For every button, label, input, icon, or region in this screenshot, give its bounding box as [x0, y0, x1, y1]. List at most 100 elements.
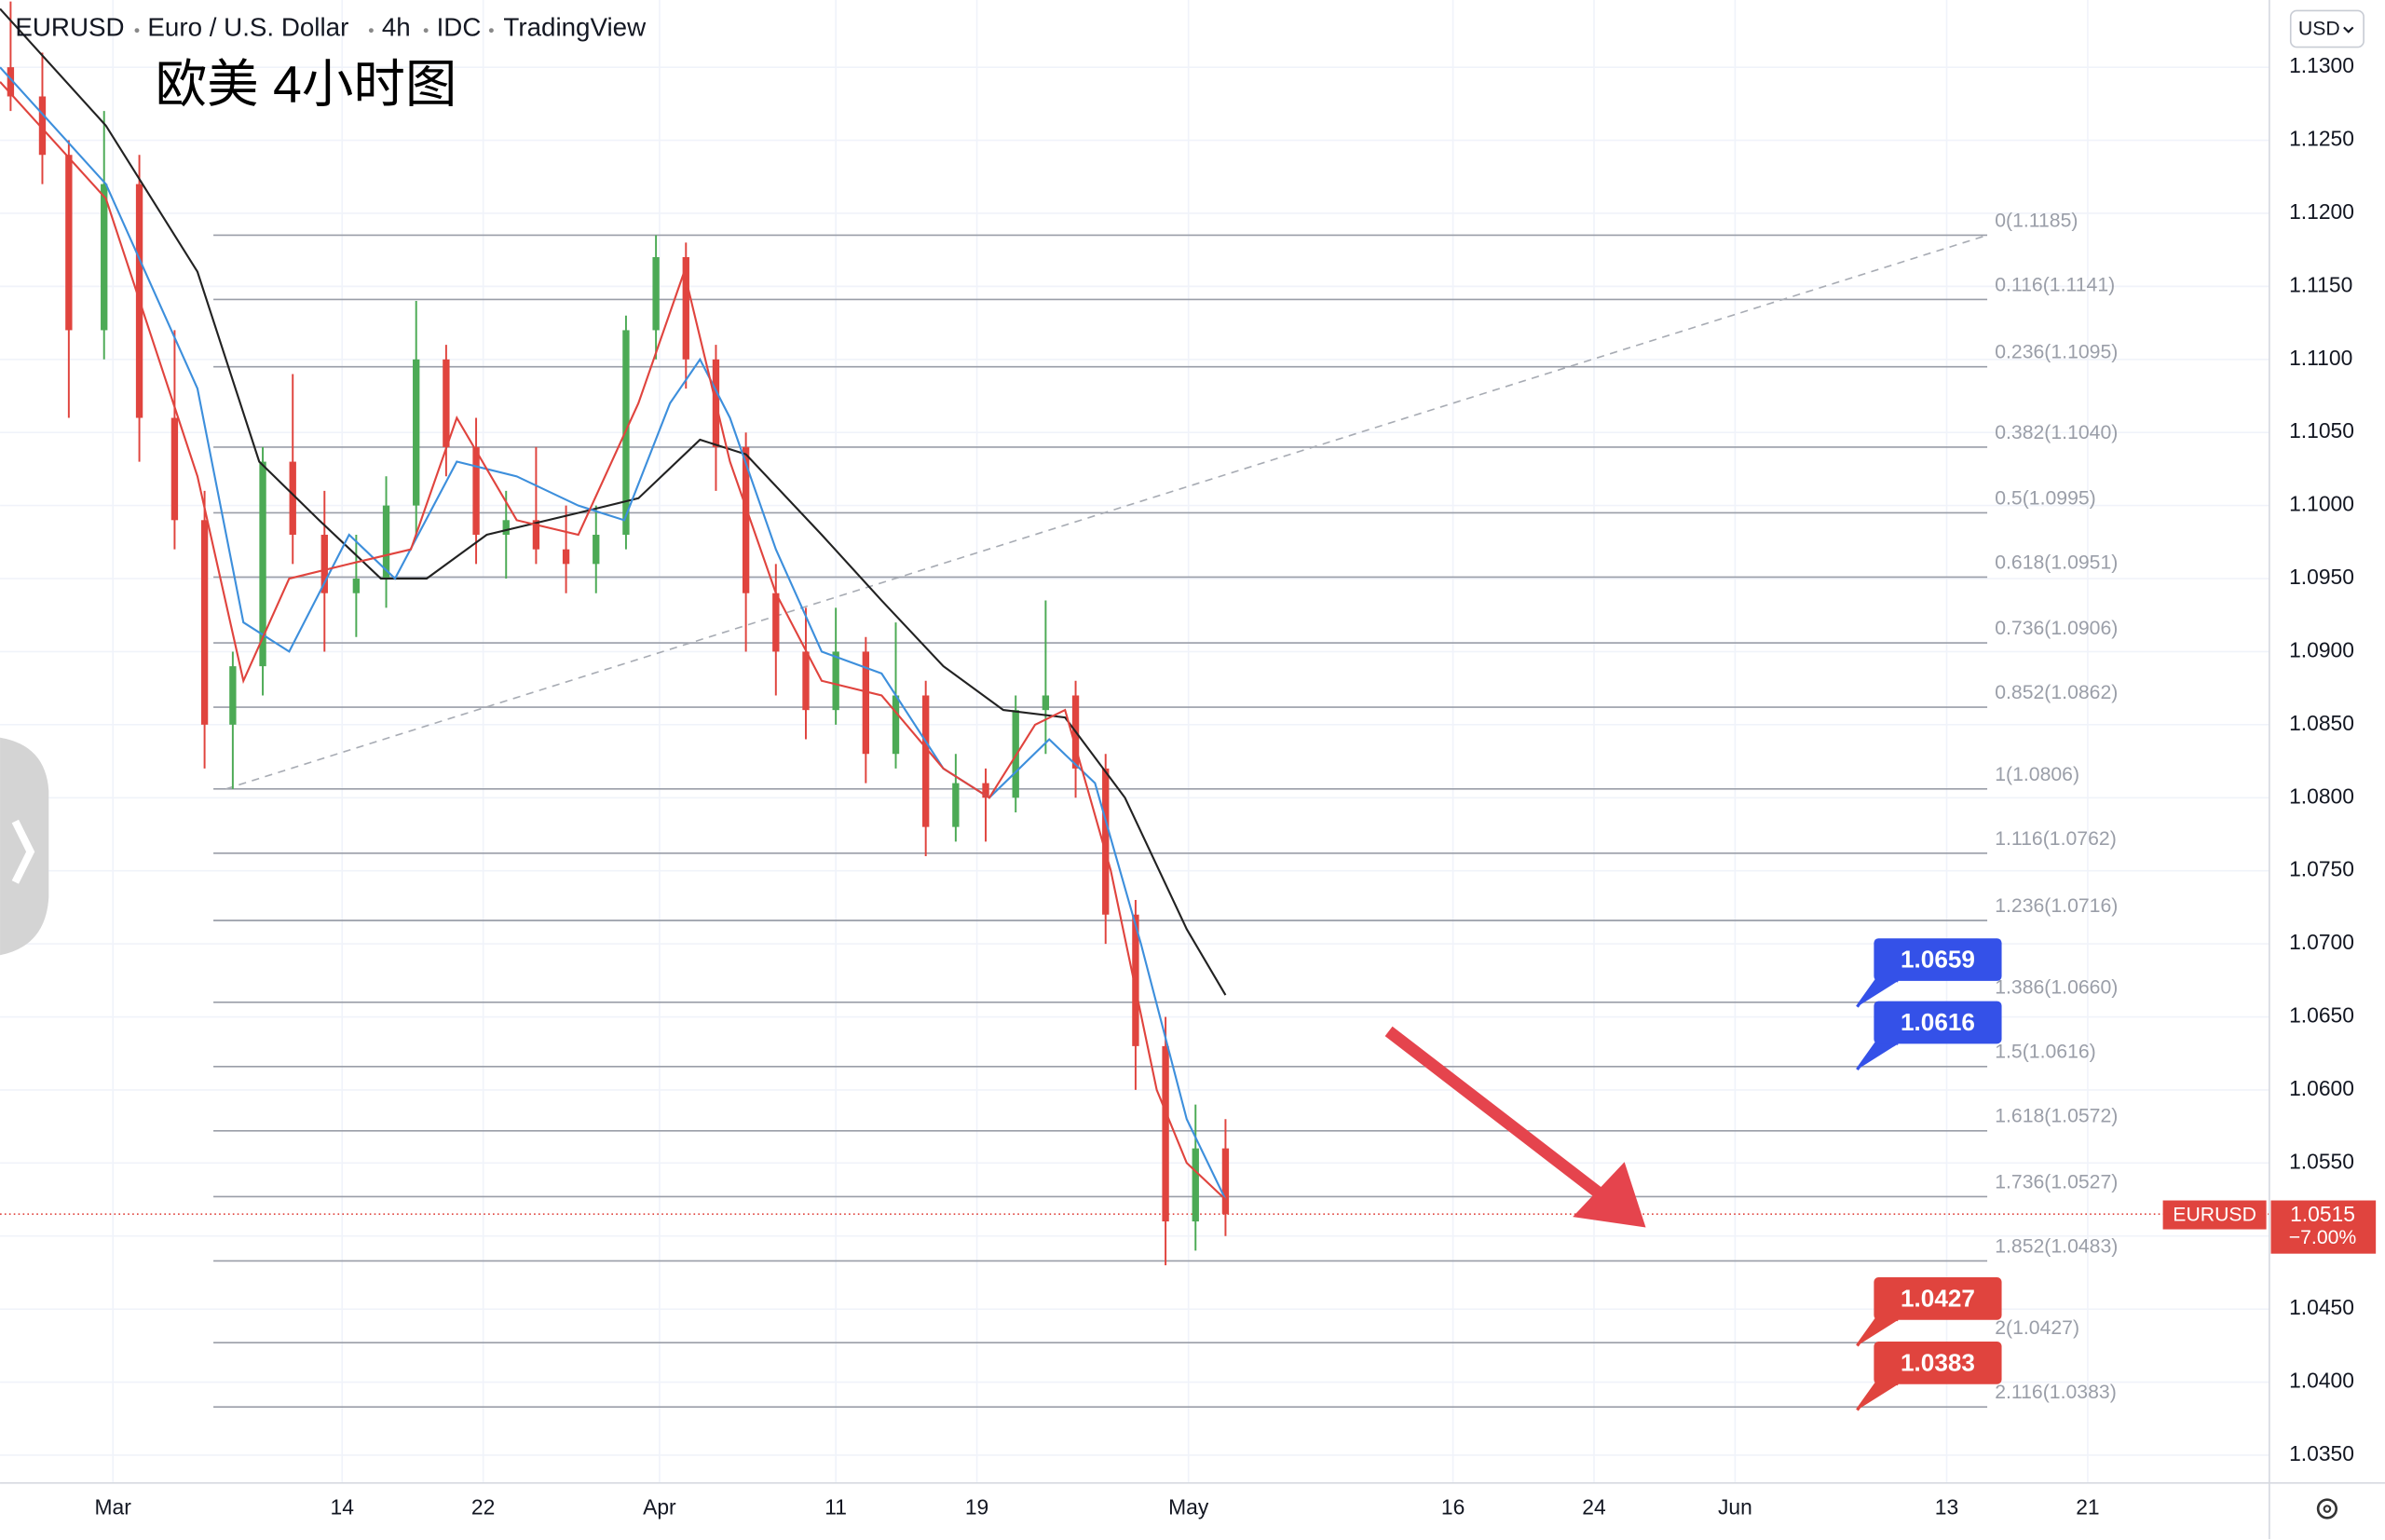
trendline [225, 234, 1988, 790]
fib-label: 0.116(1.1141) [1995, 274, 2115, 295]
y-tick-label: 1.1150 [2289, 272, 2352, 296]
y-tick-label: 1.0650 [2289, 1003, 2354, 1028]
candle-body [1042, 695, 1050, 711]
candle-body [443, 359, 450, 447]
last-symbol-box [2162, 1200, 2267, 1230]
fib-label: 1.852(1.0483) [1995, 1235, 2118, 1257]
fib-label: 0.852(1.0862) [1995, 682, 2118, 703]
y-tick-label: 1.0450 [2289, 1295, 2354, 1319]
separator [423, 28, 429, 34]
x-tick-label: 22 [471, 1495, 495, 1520]
y-tick-label: 1.1250 [2289, 127, 2354, 151]
fib-label: 1.618(1.0572) [1995, 1106, 2118, 1127]
candle-body [1132, 914, 1139, 1046]
candle-body [413, 359, 420, 506]
candle-body [562, 549, 570, 565]
candle-body [532, 520, 540, 550]
moving-average [0, 7, 1227, 996]
price-tag-label: 1.0383 [1901, 1348, 1975, 1376]
y-tick-label: 1.0750 [2289, 857, 2354, 881]
fib-label: 1.116(1.0762) [1995, 828, 2117, 850]
candle-body [922, 695, 930, 827]
x-tick-label: 14 [331, 1495, 355, 1520]
fib-label: 1.5(1.0616) [1995, 1042, 2096, 1063]
fib-label: 0.736(1.0906) [1995, 618, 2118, 639]
y-tick-label: 1.0900 [2289, 637, 2354, 661]
candle-body [289, 461, 296, 535]
price-tag [1874, 1342, 2002, 1384]
separator [368, 28, 374, 34]
candle-body [772, 593, 780, 652]
x-tick-label: 19 [965, 1495, 988, 1520]
separator [488, 28, 494, 34]
candle-body [1162, 1045, 1169, 1222]
side-tab-chevron [11, 819, 35, 884]
price-tag-label: 1.0616 [1901, 1008, 1975, 1036]
fib-label: 0(1.1185) [1995, 210, 2078, 231]
moving-average [0, 66, 1227, 1200]
candle-body [38, 96, 47, 156]
candle-body [65, 155, 73, 331]
x-tick-label: Mar [95, 1495, 132, 1520]
x-tick-label: 21 [2076, 1495, 2099, 1520]
candle-body [652, 257, 660, 331]
interval: 4h [382, 12, 411, 41]
candle-body [682, 257, 689, 360]
symbol: EURUSD [15, 12, 124, 41]
y-tick-label: 1.0400 [2289, 1369, 2354, 1393]
fib-label: 1.386(1.0660) [1995, 977, 2118, 999]
fib-label: 1.736(1.0527) [1995, 1171, 2118, 1192]
trend-arrow-head [1573, 1162, 1646, 1228]
settings-icon[interactable] [2316, 1498, 2338, 1520]
brand: TradingView [503, 12, 647, 41]
grid [0, 0, 2269, 1483]
fib-label: 0.5(1.0995) [1995, 487, 2096, 509]
y-tick-label: 1.0350 [2289, 1441, 2354, 1465]
y-tick-label: 1.0800 [2289, 784, 2354, 808]
fib-label: 0.236(1.1095) [1995, 342, 2118, 363]
y-tick-label: 1.1300 [2289, 53, 2354, 77]
currency-chevron [2343, 26, 2354, 34]
price-tag [1874, 1001, 2002, 1044]
trend-arrow [1384, 1026, 1604, 1199]
currency-button[interactable] [2289, 9, 2365, 48]
candle-body [7, 67, 15, 97]
candle-body [802, 651, 810, 711]
y-tick-label: 1.0600 [2289, 1076, 2354, 1100]
x-tick-label: 16 [1441, 1495, 1465, 1520]
annotation: 欧美 4小时图 [156, 55, 457, 113]
candle-body [892, 695, 900, 755]
last-price: 1.0515 [2290, 1202, 2355, 1226]
candle-body [593, 534, 600, 565]
x-tick-label: 24 [1582, 1495, 1606, 1520]
fib-label: 0.382(1.1040) [1995, 422, 2118, 443]
candle-body [229, 666, 237, 725]
candle-body [982, 783, 989, 798]
candle-body [200, 520, 209, 725]
candle-body [472, 446, 480, 535]
candle-body [259, 461, 266, 667]
candle-body [502, 520, 510, 535]
y-tick-label: 1.1000 [2289, 492, 2354, 516]
price-tag-label: 1.0659 [1901, 946, 1975, 974]
y-tick-label: 1.1100 [2289, 346, 2352, 370]
candle-body [352, 579, 361, 593]
price-tag [1874, 938, 2002, 981]
candle-body [382, 505, 390, 579]
candle-body [1192, 1148, 1199, 1222]
moving-average [0, 81, 1227, 1201]
fib-label: 2(1.0427) [1995, 1317, 2079, 1339]
y-tick-label: 1.0950 [2289, 565, 2354, 589]
symbol-name: Euro / U.S. Dollar [147, 12, 348, 41]
y-tick-label: 1.1200 [2289, 199, 2354, 224]
fib-label: 1.236(1.0716) [1995, 895, 2118, 917]
x-tick-label: Apr [643, 1495, 676, 1520]
candle-body [862, 651, 870, 755]
y-tick-label: 1.0550 [2289, 1149, 2354, 1173]
candle-body [101, 184, 108, 331]
exchange: IDC [437, 12, 482, 41]
y-tick-label: 1.0850 [2289, 711, 2354, 735]
price-tag [1874, 1277, 2002, 1320]
